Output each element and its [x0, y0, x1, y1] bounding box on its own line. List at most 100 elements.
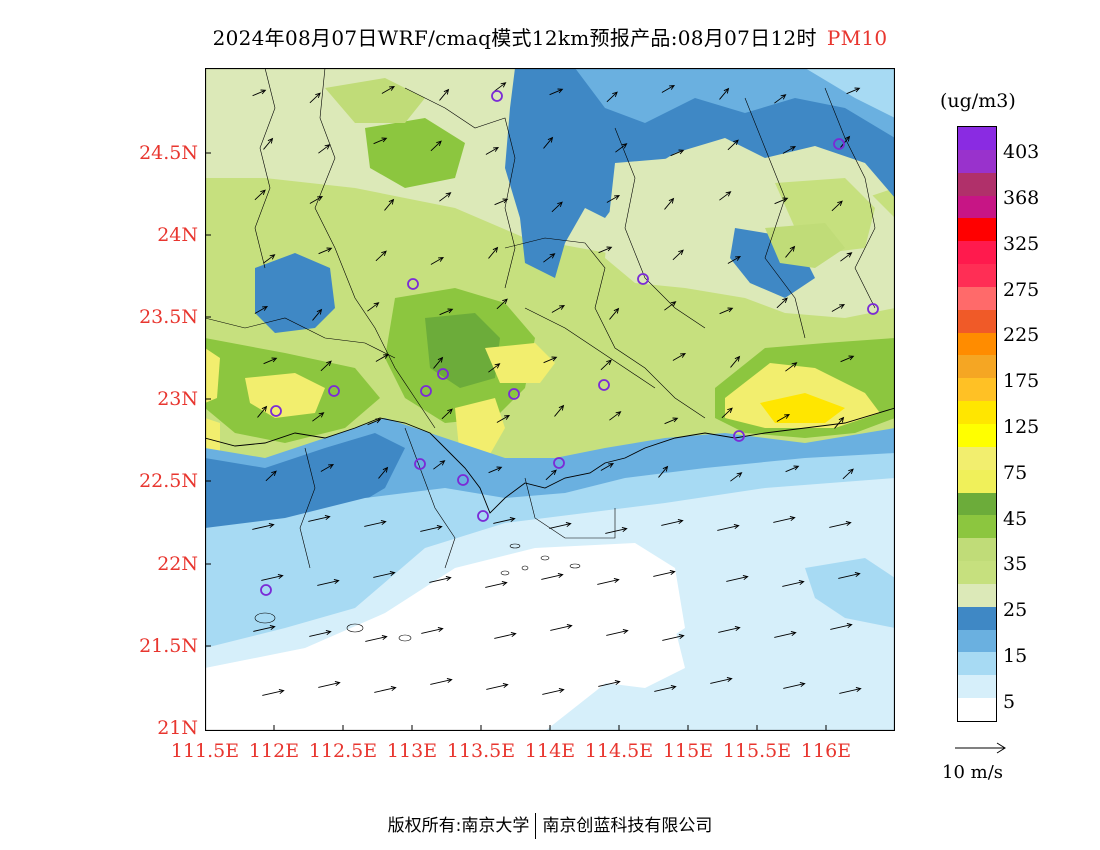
colorbar-units: (ug/m3) — [940, 90, 1016, 112]
colorbar-label: 35 — [1003, 553, 1028, 575]
wind-arrow — [606, 629, 629, 636]
wind-arrow — [661, 519, 684, 526]
lon-label: 111.5E — [170, 740, 240, 762]
colorbar-swatch — [958, 606, 996, 630]
wind-arrow — [774, 94, 787, 104]
wind-arrow — [486, 683, 509, 690]
colorbar-swatch — [958, 172, 996, 196]
lat-label: 23N — [157, 388, 198, 410]
field-blue-west — [255, 253, 335, 333]
wind-arrow — [541, 573, 564, 580]
colorbar-swatch — [958, 241, 996, 265]
wind-arrow — [318, 681, 341, 688]
wind-arrow — [839, 687, 862, 694]
wind-arrow — [488, 246, 499, 259]
wind-arrow — [254, 189, 266, 201]
lon-label: 113.5E — [446, 740, 516, 762]
lon-label: 114E — [524, 740, 576, 762]
wind-arrow — [317, 579, 340, 586]
colorbar-label: 125 — [1003, 416, 1040, 438]
wind-arrow — [846, 87, 861, 95]
colorbar-label: 403 — [1003, 141, 1040, 163]
colorbar-label: 325 — [1003, 233, 1040, 255]
pm10-map — [205, 68, 895, 731]
wind-arrow — [374, 686, 397, 693]
copyright-owner: 版权所有:南京大学 — [387, 816, 530, 836]
wind-arrow — [381, 85, 396, 94]
station-marker — [637, 273, 649, 285]
wind-arrow — [439, 88, 450, 101]
wind-arrow — [717, 524, 740, 531]
colorbar-swatch — [958, 698, 996, 721]
field-sea-blue-east — [805, 558, 895, 628]
admin-borders — [205, 68, 876, 569]
pollutant-label: PM10 — [826, 26, 888, 50]
wind-arrow — [375, 250, 387, 262]
colorbar-swatch — [958, 218, 996, 242]
footer-separator — [535, 813, 537, 839]
station-markers — [260, 90, 879, 596]
wind-arrow — [367, 302, 380, 312]
wind-arrow — [320, 360, 332, 372]
colorbar-swatch — [958, 469, 996, 493]
wind-arrow — [262, 689, 285, 696]
wind-arrow — [554, 404, 565, 417]
wind-arrow — [664, 417, 679, 425]
colorbar-label: 45 — [1003, 508, 1028, 530]
wind-arrow — [375, 353, 390, 362]
colorbar-label: 368 — [1003, 187, 1040, 209]
field-sea-white2 — [535, 608, 685, 688]
field-sea-darkblue — [205, 433, 405, 548]
lon-label: 113E — [386, 740, 438, 762]
wind-arrow — [309, 630, 332, 637]
colorbar-swatch — [958, 286, 996, 310]
colorbar-label: 275 — [1003, 279, 1040, 301]
station-marker — [477, 510, 489, 522]
wind-arrow — [840, 135, 851, 148]
wind-arrow — [543, 136, 554, 149]
field-blue-northeast — [505, 68, 895, 278]
wind-arrow — [433, 356, 444, 369]
lon-label: 112E — [248, 740, 300, 762]
colorbar-swatch — [958, 355, 996, 379]
station-marker — [420, 385, 432, 397]
field-lightgreen-east — [775, 178, 875, 253]
wind-arrow — [670, 149, 685, 157]
wind-arrow — [373, 137, 388, 145]
wind-arrow — [785, 245, 796, 258]
lon-label: 112.5E — [308, 740, 378, 762]
colorbar-swatch — [958, 652, 996, 676]
station-marker — [491, 90, 503, 102]
colorbar-swatch — [958, 423, 996, 447]
field-yellow-central — [485, 343, 555, 383]
colorbar-swatch — [958, 378, 996, 402]
field-green-north2 — [325, 78, 425, 123]
wind-arrow — [542, 688, 565, 695]
station-marker — [598, 379, 610, 391]
wind-arrow — [384, 198, 395, 211]
colorbar-swatch — [958, 675, 996, 699]
colorbar-label: 175 — [1003, 370, 1040, 392]
colorbar-swatch — [958, 583, 996, 607]
wind-arrow — [488, 466, 503, 474]
colorbar-label: 5 — [1003, 691, 1016, 713]
wind-arrow — [543, 253, 556, 263]
wind-arrow — [265, 470, 277, 482]
wind-arrow — [773, 516, 796, 523]
wind-arrow — [598, 680, 621, 687]
wind-arrow — [253, 625, 276, 632]
wind-arrow — [840, 355, 855, 363]
colorbar-label: 25 — [1003, 599, 1028, 621]
wind-arrow — [364, 520, 387, 527]
wind-arrow — [309, 195, 324, 204]
wind-arrow — [600, 359, 612, 371]
wind-arrow — [318, 247, 333, 255]
colorbar-label: 225 — [1003, 324, 1040, 346]
wind-arrow — [782, 580, 805, 587]
lon-label: 116E — [800, 740, 852, 762]
wind-arrow — [308, 515, 331, 522]
wind-vectors — [252, 82, 862, 696]
colorbar-swatch — [958, 538, 996, 562]
copyright-company: 南京创蓝科技有限公司 — [542, 816, 713, 836]
wind-arrow — [831, 200, 843, 212]
